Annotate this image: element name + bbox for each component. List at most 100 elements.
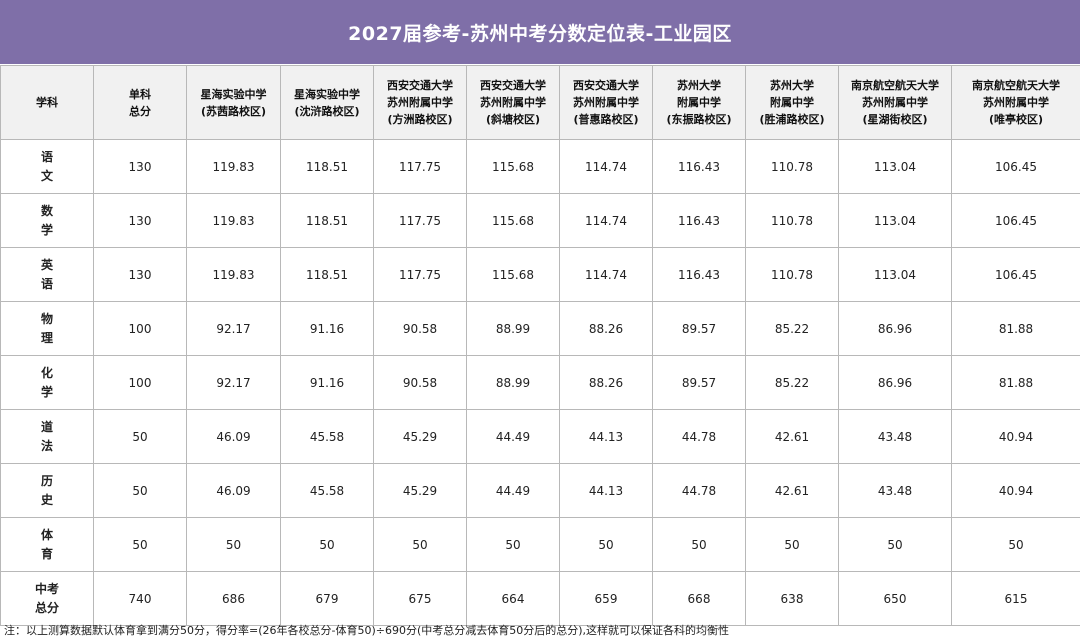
score-cell: 50: [559, 517, 653, 572]
score-cell: 117.75: [373, 139, 467, 194]
score-cell: 46.09: [186, 409, 281, 464]
score-cell: 86.96: [838, 301, 952, 356]
score-cell: 650: [838, 571, 952, 626]
column-header-line: 苏州附属中学: [387, 96, 453, 109]
score-cell: 50: [951, 517, 1080, 572]
score-cell: 89.57: [652, 301, 746, 356]
score-cell: 86.96: [838, 355, 952, 410]
column-header-line: 苏州附属中学: [862, 96, 928, 109]
score-cell: 50: [373, 517, 467, 572]
subject-label: 语: [40, 276, 53, 291]
score-cell: 45.58: [280, 409, 374, 464]
subject-cell: 物理: [0, 301, 94, 356]
score-cell: 114.74: [559, 139, 653, 194]
column-header-line: 星海实验中学: [294, 87, 360, 101]
subject-label: 体: [40, 527, 53, 542]
score-cell: 740: [93, 571, 187, 626]
table-row: 语文 130 119.83 118.51 117.75 115.68 114.74 116.4…: [0, 139, 1080, 194]
table-row: 数学 130 119.83 118.51 117.75 115.68 114.74 116.4…: [0, 193, 1080, 248]
score-cell: 119.83: [186, 139, 281, 194]
score-cell: 40.94: [951, 463, 1080, 518]
column-header-line: 苏州附属中学: [983, 96, 1049, 109]
score-cell: 117.75: [373, 193, 467, 248]
score-cell: 85.22: [745, 355, 839, 410]
score-cell: 81.88: [951, 301, 1080, 356]
table-row: 物理 100 92.17 91.16 90.58 88.99 88.26 89.57 85.22…: [0, 301, 1080, 356]
score-cell: 116.43: [652, 193, 746, 248]
score-cell: 100: [93, 355, 187, 410]
subject-cell: 历史: [0, 463, 94, 518]
score-cell: 664: [466, 571, 560, 626]
score-cell: 44.49: [466, 409, 560, 464]
score-cell: 45.29: [373, 463, 467, 518]
subject-label: 道: [40, 419, 53, 434]
subject-cell: 语文: [0, 139, 94, 194]
column-header-line: 总分: [129, 104, 151, 118]
column-header-line: 苏州附属中学: [480, 96, 546, 109]
score-cell: 686: [186, 571, 281, 626]
score-cell: 615: [951, 571, 1080, 626]
score-cell: 85.22: [745, 301, 839, 356]
column-header: 学科: [0, 65, 94, 140]
score-cell: 45.58: [280, 463, 374, 518]
table-row: 英语 130 119.83 118.51 117.75 115.68 114.74 116.4…: [0, 247, 1080, 302]
column-header-line: 南京航空航天大学: [851, 79, 939, 92]
table-row: 中考 总分 740 686 679 675 664 659 668 638 650 615: [0, 571, 1080, 626]
subject-label: 史: [40, 492, 53, 507]
subject-label: 总分: [34, 600, 59, 615]
subject-cell: 体育: [0, 517, 94, 572]
score-cell: 675: [373, 571, 467, 626]
score-cell: 118.51: [280, 139, 374, 194]
score-cell: 117.75: [373, 247, 467, 302]
score-cell: 119.83: [186, 193, 281, 248]
score-cell: 130: [93, 193, 187, 248]
score-cell: 116.43: [652, 247, 746, 302]
score-cell: 44.13: [559, 409, 653, 464]
column-header-line: (东振路校区): [666, 113, 732, 126]
score-cell: 110.78: [745, 139, 839, 194]
page-title: 2027届参考-苏州中考分数定位表-工业园区: [0, 0, 1080, 64]
column-header-line: (星湖街校区): [862, 113, 928, 126]
column-header-line: (斜塘校区): [485, 113, 541, 126]
score-cell: 44.13: [559, 463, 653, 518]
score-cell: 92.17: [186, 355, 281, 410]
score-cell: 113.04: [838, 193, 952, 248]
score-cell: 50: [466, 517, 560, 572]
subject-label: 学: [40, 222, 53, 237]
score-cell: 90.58: [373, 301, 467, 356]
score-cell: 679: [280, 571, 374, 626]
column-header-line: 单科: [129, 87, 151, 101]
score-cell: 43.48: [838, 463, 952, 518]
column-header-line: 苏州大学: [677, 79, 721, 92]
score-cell: 638: [745, 571, 839, 626]
column-header-line: (苏茜路校区): [200, 104, 267, 118]
score-cell: 659: [559, 571, 653, 626]
score-cell: 118.51: [280, 193, 374, 248]
score-cell: 50: [838, 517, 952, 572]
score-cell: 113.04: [838, 139, 952, 194]
score-cell: 88.26: [559, 301, 653, 356]
column-header: 星海实验中学 (沈浒路校区): [280, 65, 374, 140]
score-cell: 110.78: [745, 193, 839, 248]
score-cell: 106.45: [951, 247, 1080, 302]
score-cell: 88.26: [559, 355, 653, 410]
score-cell: 91.16: [280, 301, 374, 356]
score-cell: 50: [280, 517, 374, 572]
subject-cell: 中考 总分: [0, 571, 94, 626]
score-cell: 88.99: [466, 301, 560, 356]
column-header-line: 西安交通大学: [480, 79, 546, 92]
column-header: 南京航空航天大学 苏州附属中学 (星湖街校区): [838, 65, 952, 140]
subject-label: 语: [40, 149, 53, 164]
subject-label: 中考: [34, 581, 59, 596]
subject-cell: 数学: [0, 193, 94, 248]
column-header-line: 星海实验中学: [200, 87, 267, 101]
column-header-line: 学科: [36, 96, 58, 109]
column-header-line: (唯亭校区): [988, 113, 1044, 126]
subject-label: 文: [40, 168, 53, 183]
score-cell: 114.74: [559, 247, 653, 302]
score-cell: 50: [652, 517, 746, 572]
score-cell: 44.78: [652, 463, 746, 518]
score-cell: 44.49: [466, 463, 560, 518]
score-cell: 106.45: [951, 193, 1080, 248]
column-header-line: (方洲路校区): [387, 113, 453, 126]
